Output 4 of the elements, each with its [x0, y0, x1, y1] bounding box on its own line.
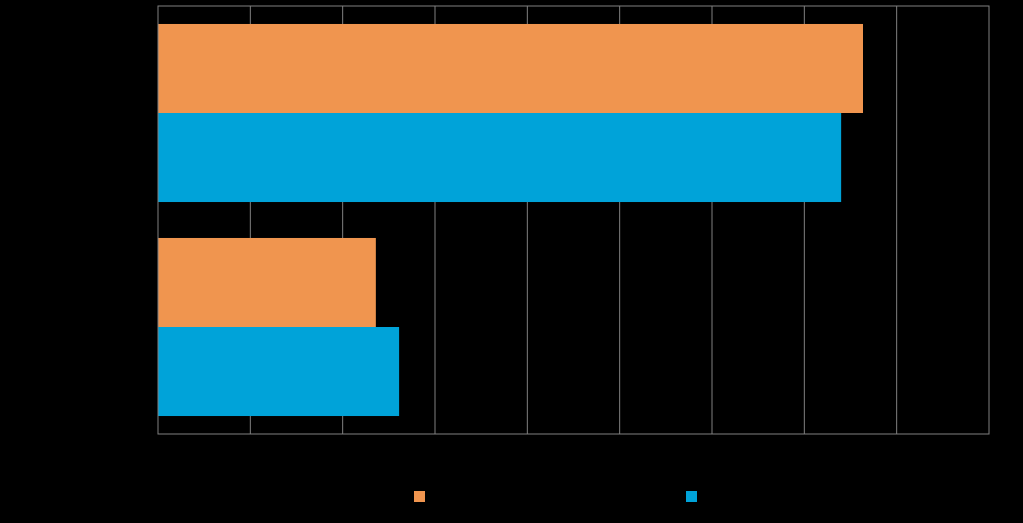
bar	[158, 327, 400, 417]
bar	[158, 237, 376, 327]
bar	[158, 23, 863, 113]
bar	[158, 113, 842, 203]
